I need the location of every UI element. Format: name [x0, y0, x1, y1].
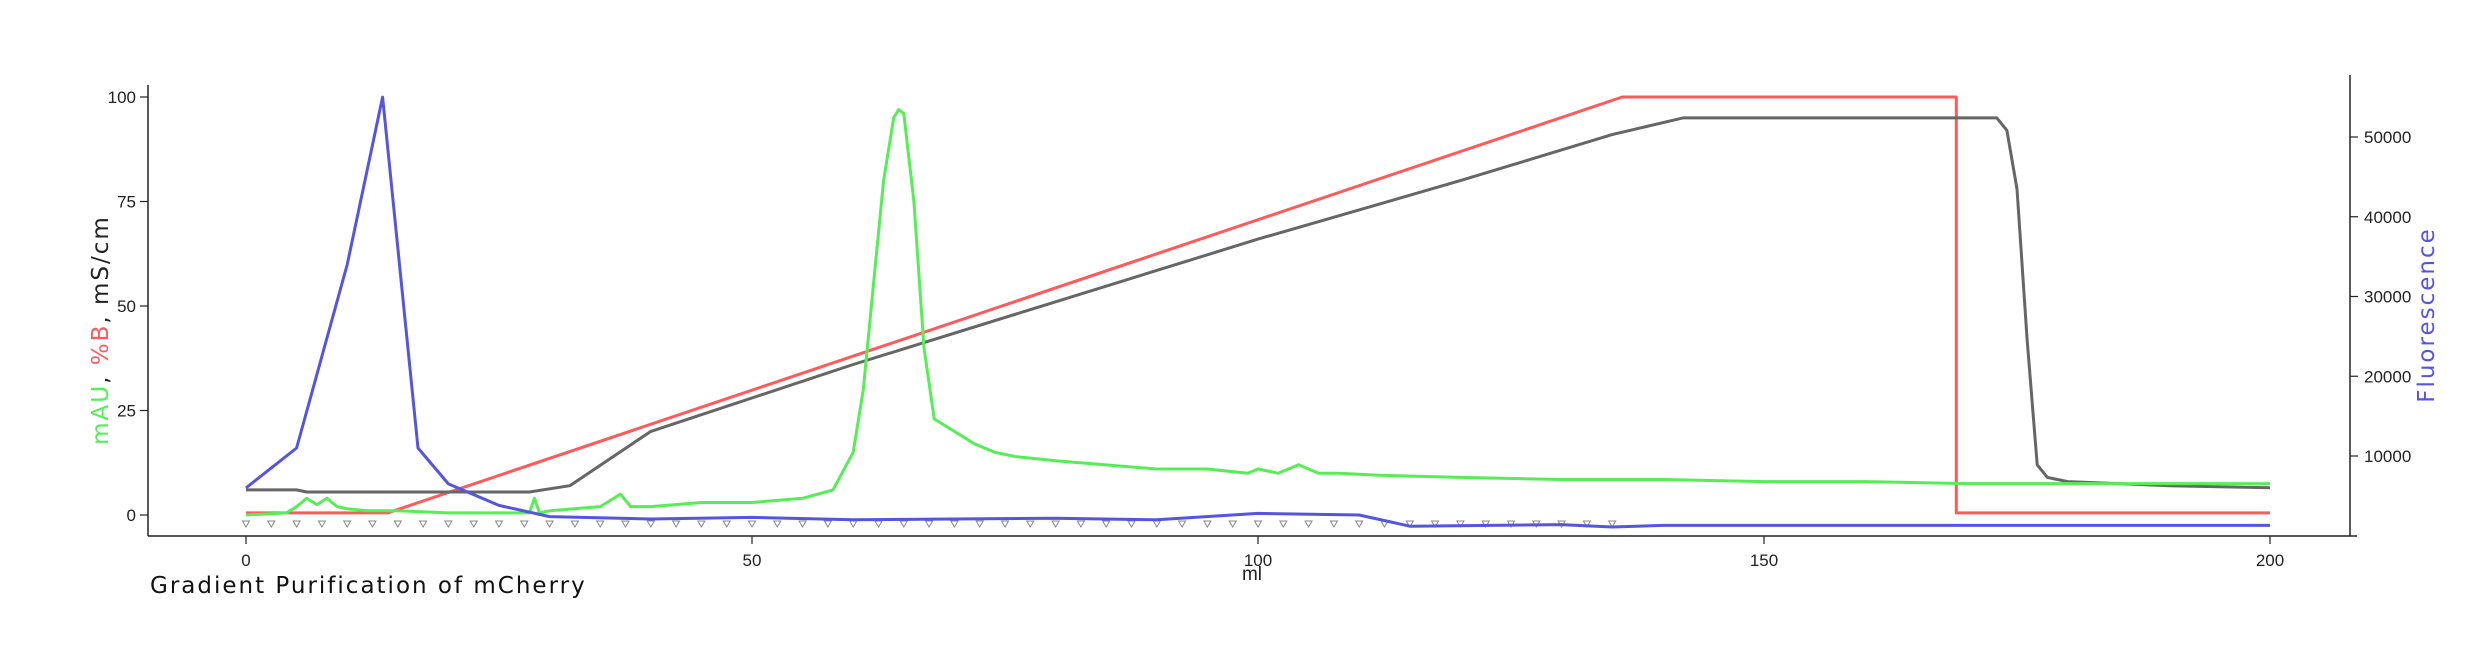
right-y-tick-label: 40000 — [2364, 208, 2411, 227]
x-tick-label: 0 — [241, 551, 250, 570]
fraction-marker — [697, 520, 706, 528]
fraction-marker — [1228, 520, 1238, 528]
fraction-marker — [1430, 520, 1440, 528]
fraction-marker — [1405, 520, 1415, 528]
fraction-marker — [1582, 520, 1592, 528]
series-lines — [245, 95, 2271, 529]
fraction-marker — [494, 520, 504, 528]
fraction-marker — [444, 520, 453, 528]
fraction-marker — [519, 520, 529, 528]
fraction-marker — [798, 520, 807, 528]
fraction-marker — [1152, 520, 1162, 528]
right-y-axis-label: Fluorescence — [2414, 227, 2440, 403]
fraction-marker — [823, 520, 833, 528]
fraction-marker — [924, 520, 934, 528]
left-y-axis-label-part: , — [88, 365, 114, 384]
right-y-tick-label: 10000 — [2364, 447, 2411, 466]
right-y-tick-label: 20000 — [2364, 367, 2411, 386]
fraction-marker — [1456, 520, 1465, 528]
fraction-marker — [1354, 520, 1364, 528]
fraction-marker — [899, 520, 909, 528]
fraction-marker — [975, 520, 985, 528]
fraction-marker — [722, 520, 732, 528]
left-y-tick-label: 0 — [127, 506, 136, 525]
x-tick-label: 200 — [2256, 551, 2284, 570]
right-y-axis-ticks: 10000 20000 30000 40000 50000 — [2350, 128, 2411, 466]
x-axis-ticks: 0 50 100 150 200 — [241, 536, 2284, 570]
fraction-marker — [1000, 520, 1010, 528]
fraction-marker — [266, 520, 276, 528]
fraction-marker — [848, 520, 858, 528]
fraction-marker — [1076, 520, 1086, 528]
series-line-3 — [245, 108, 2270, 517]
fraction-marker — [950, 520, 959, 528]
fraction-marker — [342, 520, 352, 528]
fraction-marker — [1607, 520, 1617, 528]
fraction-marker — [671, 520, 681, 528]
left-y-axis-label-part: mAU — [88, 384, 114, 445]
plot-area: 0 50 100 150 200 0 25 50 75 100 10000 20000 30000 4… — [88, 75, 2440, 585]
left-y-tick-label: 100 — [108, 88, 136, 107]
fraction-marker — [418, 520, 428, 528]
fraction-marker — [317, 520, 327, 528]
fraction-marker — [393, 520, 403, 528]
fraction-marker — [1253, 520, 1263, 528]
fraction-marker — [1051, 520, 1060, 528]
fraction-marker — [469, 520, 479, 528]
fraction-marker — [1177, 520, 1187, 528]
left-y-tick-label: 75 — [117, 193, 136, 212]
x-tick-label: 50 — [743, 551, 762, 570]
fraction-marker — [1203, 520, 1212, 528]
fraction-markers — [241, 520, 1617, 528]
fraction-marker — [241, 520, 251, 528]
right-y-tick-label: 30000 — [2364, 288, 2411, 307]
fraction-marker — [292, 520, 301, 528]
fraction-marker — [1278, 520, 1288, 528]
fraction-marker — [570, 520, 580, 528]
left-y-tick-label: 25 — [117, 402, 136, 421]
fraction-marker — [368, 520, 377, 528]
series-line-4 — [245, 95, 2270, 529]
fraction-marker — [1101, 520, 1111, 528]
left-y-axis-label-part: mS/cm — [88, 215, 114, 305]
left-y-axis-label-part: , — [88, 305, 114, 324]
left-y-axis-ticks: 0 25 50 75 100 — [108, 88, 148, 525]
fraction-marker — [621, 520, 630, 528]
fraction-marker — [1304, 520, 1313, 528]
fraction-marker — [545, 520, 554, 528]
fraction-marker — [747, 520, 757, 528]
x-tick-label: 100 — [1244, 551, 1272, 570]
x-axis-label: ml — [1242, 564, 1262, 585]
left-y-tick-label: 50 — [117, 297, 136, 316]
fraction-marker — [646, 520, 656, 528]
fraction-marker — [874, 520, 883, 528]
fraction-marker — [1025, 520, 1035, 528]
right-y-tick-label: 50000 — [2364, 128, 2411, 147]
fraction-marker — [595, 520, 605, 528]
series-line-1 — [246, 95, 2270, 515]
x-tick-label: 150 — [1750, 551, 1778, 570]
chart-caption: Gradient Purification of mCherry — [150, 573, 587, 599]
series-line-2 — [246, 116, 2271, 494]
left-y-axis-label: mAU, %B, mS/cm — [88, 215, 114, 445]
fraction-marker — [1127, 520, 1136, 528]
left-y-axis-label-part: %B — [88, 324, 114, 366]
fraction-marker — [772, 520, 782, 528]
fraction-marker — [1329, 520, 1339, 528]
